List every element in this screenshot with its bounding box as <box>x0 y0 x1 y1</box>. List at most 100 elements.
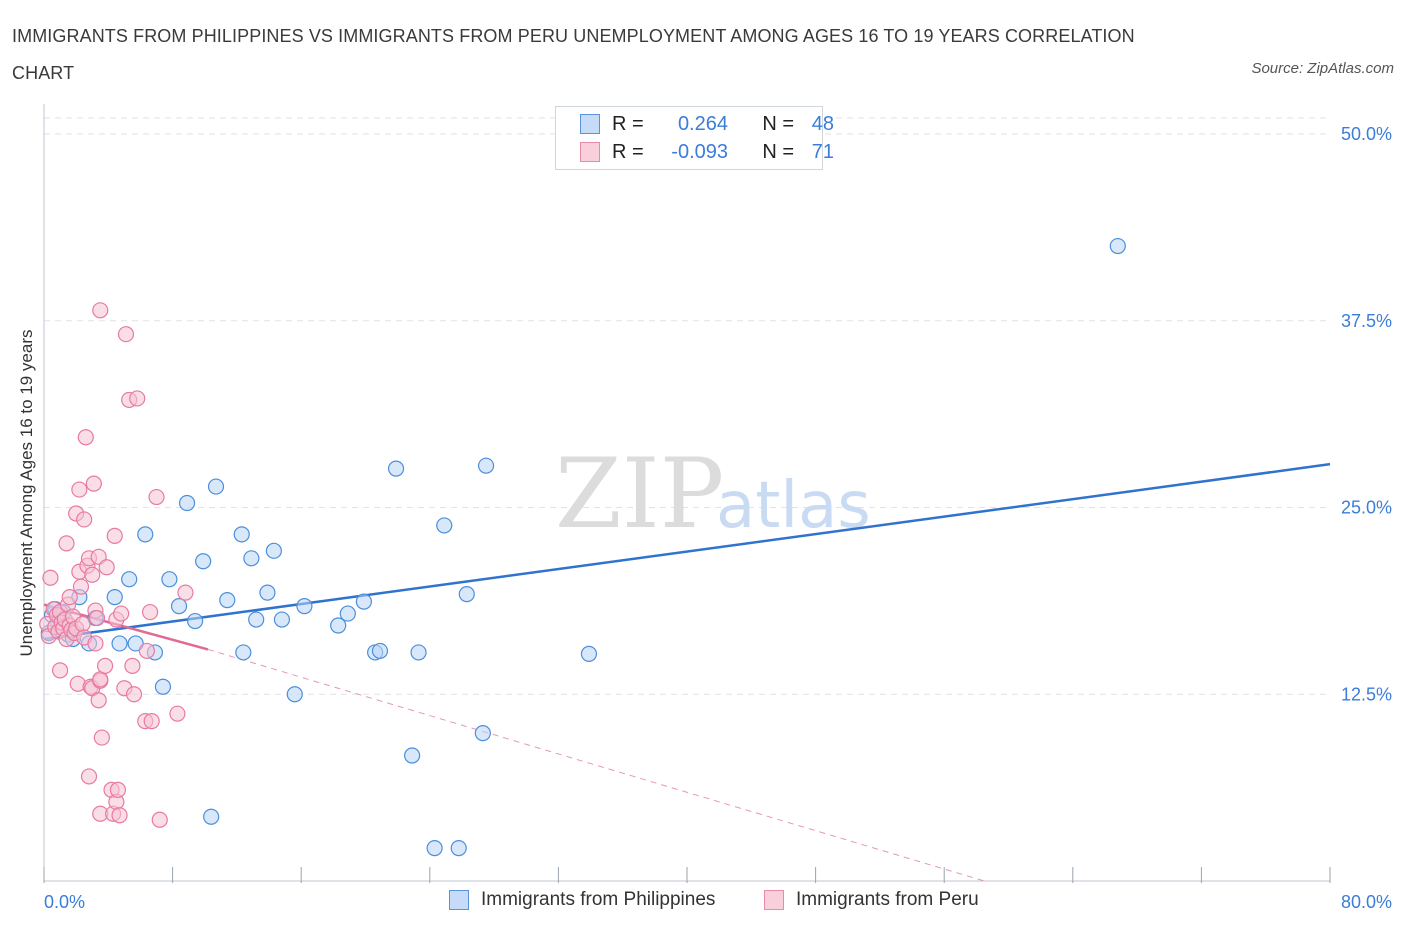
point-philippines <box>1109 237 1126 255</box>
watermark-zip: ZIP <box>555 438 724 550</box>
point-peru <box>71 481 88 498</box>
point-philippines <box>195 553 212 570</box>
trend-extension-peru <box>207 648 985 882</box>
point-philippines <box>127 635 144 652</box>
point-peru <box>125 686 143 703</box>
point-philippines <box>137 526 154 543</box>
point-peru <box>84 566 101 583</box>
y-tick-label: 50.0% <box>1341 124 1392 144</box>
legend-swatch-blue <box>580 114 600 134</box>
point-philippines <box>187 612 204 630</box>
x-tick-label-max: 80.0% <box>1341 892 1392 912</box>
point-peru <box>92 302 109 319</box>
point-philippines <box>477 457 495 474</box>
point-peru <box>111 807 128 824</box>
point-philippines <box>235 644 252 661</box>
point-peru <box>61 589 78 606</box>
r-label: R = <box>612 140 644 163</box>
legend-swatch-pink <box>764 890 784 910</box>
point-philippines <box>106 589 123 606</box>
point-peru <box>98 559 115 576</box>
point-peru <box>106 527 123 544</box>
point-peru <box>117 326 135 343</box>
point-philippines <box>404 747 421 764</box>
grid-lines <box>44 117 1330 695</box>
point-peru <box>74 615 91 633</box>
series-legend: Immigrants from Philippines Immigrants f… <box>0 889 1406 915</box>
source-label: Source: ZipAtlas.com <box>1251 60 1394 77</box>
point-philippines <box>111 635 128 652</box>
point-philippines <box>580 645 598 663</box>
n-label: N = <box>762 112 794 135</box>
y-tick-label: 37.5% <box>1341 311 1392 331</box>
point-philippines <box>178 494 196 512</box>
y-tick-label: 25.0% <box>1341 498 1392 518</box>
legend-row-philippines: R = 0.264 N = 48 <box>580 112 834 136</box>
point-peru <box>85 475 102 492</box>
n-value: 71 <box>811 140 834 163</box>
point-philippines <box>265 542 282 559</box>
legend-label: Immigrants from Peru <box>796 889 979 910</box>
point-peru <box>80 768 98 785</box>
point-peru <box>124 657 141 674</box>
data-points <box>39 237 1126 857</box>
legend-swatch-pink <box>580 142 600 162</box>
point-philippines <box>170 598 188 615</box>
point-peru <box>138 642 155 660</box>
point-philippines <box>436 517 453 534</box>
legend-row-peru: R = -0.093 N = 71 <box>580 140 834 164</box>
r-value: -0.093 <box>671 140 728 163</box>
point-philippines <box>450 840 467 857</box>
r-value: 0.264 <box>677 112 728 135</box>
n-value: 48 <box>811 112 834 135</box>
point-peru <box>169 705 186 722</box>
correlation-legend: R = 0.264 N = 48 R = -0.093 N = 71 <box>555 106 834 170</box>
point-peru <box>148 488 165 506</box>
point-peru <box>90 692 107 709</box>
point-philippines <box>248 611 265 628</box>
legend-item-philippines[interactable]: Immigrants from Philippines <box>449 889 715 911</box>
point-philippines <box>474 724 491 742</box>
tick-labels: 12.5% 25.0% 37.5% 50.0% 0.0% 80.0% <box>44 124 1392 912</box>
y-tick-label: 12.5% <box>1341 684 1392 704</box>
point-philippines <box>330 617 347 634</box>
point-peru <box>113 605 130 622</box>
trend-line-philippines <box>43 462 1331 641</box>
point-philippines <box>296 598 313 615</box>
legend-label: Immigrants from Philippines <box>481 889 716 910</box>
point-philippines <box>355 593 372 610</box>
point-peru <box>96 657 114 674</box>
r-label: R = <box>612 112 644 135</box>
point-philippines <box>121 571 138 588</box>
point-philippines <box>259 584 276 601</box>
point-philippines <box>203 808 220 825</box>
point-philippines <box>233 526 250 543</box>
point-peru <box>51 662 69 679</box>
point-philippines <box>273 611 291 628</box>
point-peru <box>93 729 110 746</box>
point-peru <box>72 578 90 595</box>
chart-title: IMMIGRANTS FROM PHILIPPINES VS IMMIGRANT… <box>12 26 1135 83</box>
point-peru <box>58 535 75 552</box>
n-label: N = <box>762 140 794 163</box>
point-peru <box>92 671 109 688</box>
point-philippines <box>371 642 389 660</box>
point-peru <box>42 569 59 586</box>
point-philippines <box>219 592 236 609</box>
point-philippines <box>410 644 427 661</box>
point-philippines <box>161 571 178 588</box>
point-peru <box>87 635 104 652</box>
point-peru <box>109 781 127 798</box>
point-peru <box>88 609 106 627</box>
point-philippines <box>154 678 172 695</box>
point-peru <box>143 713 160 730</box>
legend-item-peru[interactable]: Immigrants from Peru <box>764 889 979 911</box>
point-peru <box>129 390 146 407</box>
point-peru <box>141 603 159 621</box>
point-philippines <box>458 586 475 603</box>
point-philippines <box>387 460 405 477</box>
watermark-atlas: atlas <box>716 469 871 543</box>
legend-swatch-blue <box>449 890 469 910</box>
point-peru <box>77 429 94 446</box>
